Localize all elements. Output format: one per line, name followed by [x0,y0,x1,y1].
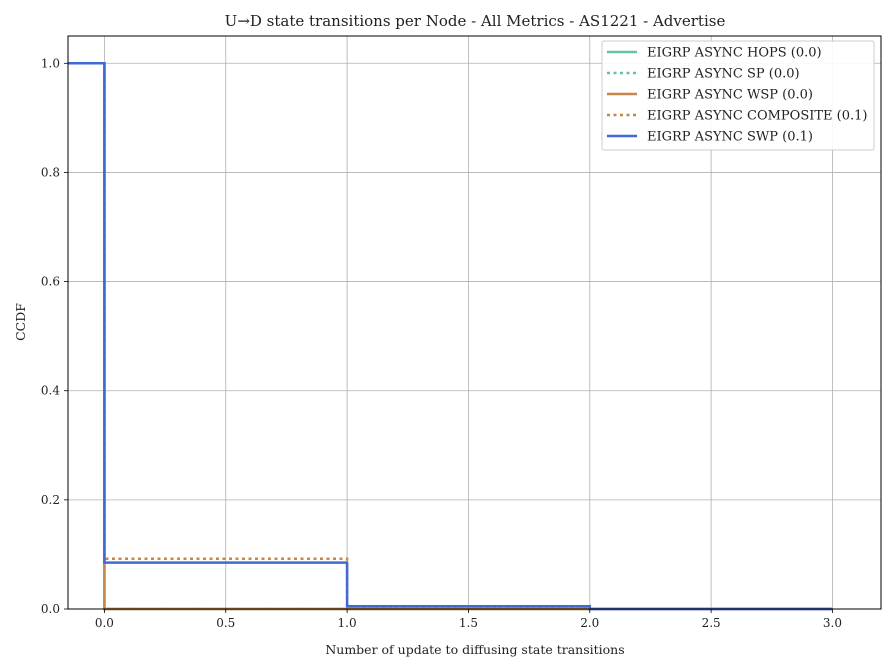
legend-label-2: EIGRP ASYNC SP (0.0) [647,67,800,82]
legend-label-5: EIGRP ASYNC SWP (0.1) [647,130,813,145]
plot-frame [67,35,882,610]
y-axis-label: CCDF [13,303,28,341]
legend-label-3: EIGRP ASYNC WSP (0.0) [647,88,813,103]
y-tick-label: 0.4 [41,384,60,398]
x-tick-label: 2.0 [580,616,599,630]
y-tick-label: 0.0 [41,602,60,616]
x-tick-label: 0.5 [216,616,235,630]
legend-box [601,40,875,151]
x-axis-label: Number of update to diffusing state tran… [325,642,624,657]
x-tick-label: 0.0 [95,616,114,630]
x-tick-label: 1.0 [338,616,357,630]
x-tick-label: 3.0 [823,616,842,630]
chart-title: U→D state transitions per Node - All Met… [225,12,726,30]
y-tick-label: 0.2 [41,493,60,507]
y-tick-label: 1.0 [41,56,60,70]
y-tick-label: 0.8 [41,165,60,179]
y-tick-label: 0.6 [41,275,60,289]
legend-label-1: EIGRP ASYNC HOPS (0.0) [647,46,822,61]
legend: EIGRP ASYNC HOPS (0.0) EIGRP ASYNC SP (0.… [601,40,875,151]
legend-label-4: EIGRP ASYNC COMPOSITE (0.1) [647,109,867,124]
axis-ticks: 0.0 0.5 1.0 1.5 2.0 2.5 3.0 0.0 0.2 0.4 0.6 0.8 1.0 [41,56,842,630]
x-tick-label: 2.5 [702,616,721,630]
x-tick-label: 1.5 [459,616,478,630]
